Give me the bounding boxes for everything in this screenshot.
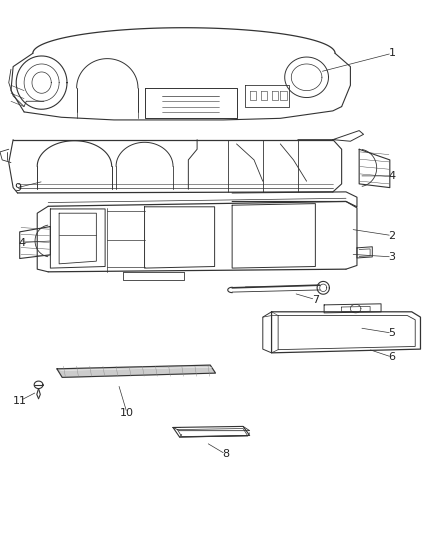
Text: 9: 9 [14, 183, 21, 192]
Text: 4: 4 [18, 238, 25, 247]
Text: 2: 2 [389, 231, 396, 240]
Polygon shape [57, 365, 215, 377]
Text: 8: 8 [222, 449, 229, 459]
Text: 5: 5 [389, 328, 396, 338]
Text: 10: 10 [120, 408, 134, 418]
Text: 7: 7 [312, 295, 319, 304]
Text: 11: 11 [13, 396, 27, 406]
Text: 3: 3 [389, 252, 396, 262]
Text: 1: 1 [389, 49, 396, 58]
Text: 6: 6 [389, 352, 396, 362]
Text: 4: 4 [389, 171, 396, 181]
